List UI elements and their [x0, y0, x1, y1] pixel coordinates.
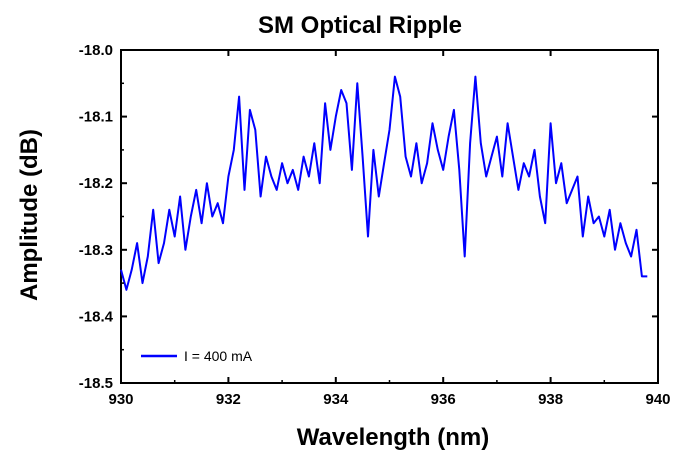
x-tick-label: 938 [538, 391, 563, 408]
x-axis-ticks: 930 932 934 936 938 940 [108, 50, 671, 408]
legend: I = 400 mA [141, 348, 253, 364]
x-tick-label: 930 [108, 391, 133, 408]
x-tick-label: 934 [323, 391, 349, 408]
series-line-0 [120, 75, 648, 291]
legend-label: I = 400 mA [184, 348, 253, 364]
series-layer [120, 75, 648, 291]
x-tick-label: 940 [645, 391, 670, 408]
y-tick-label: -18.0 [79, 42, 113, 59]
chart-title: SM Optical Ripple [258, 12, 462, 39]
x-tick-label: 936 [431, 391, 456, 408]
y-axis-label: Amplitude (dB) [16, 129, 43, 301]
y-tick-label: -18.1 [79, 109, 113, 126]
y-axis-ticks: -18.0 -18.1 -18.2 -18.3 -18.4 -18.5 [79, 42, 658, 392]
x-tick-label: 932 [216, 391, 241, 408]
y-tick-label: -18.5 [79, 375, 113, 392]
x-axis-label: Wavelength (nm) [297, 424, 489, 451]
y-tick-label: -18.2 [79, 175, 113, 192]
y-tick-label: -18.4 [79, 308, 114, 325]
y-tick-label: -18.3 [79, 242, 113, 259]
